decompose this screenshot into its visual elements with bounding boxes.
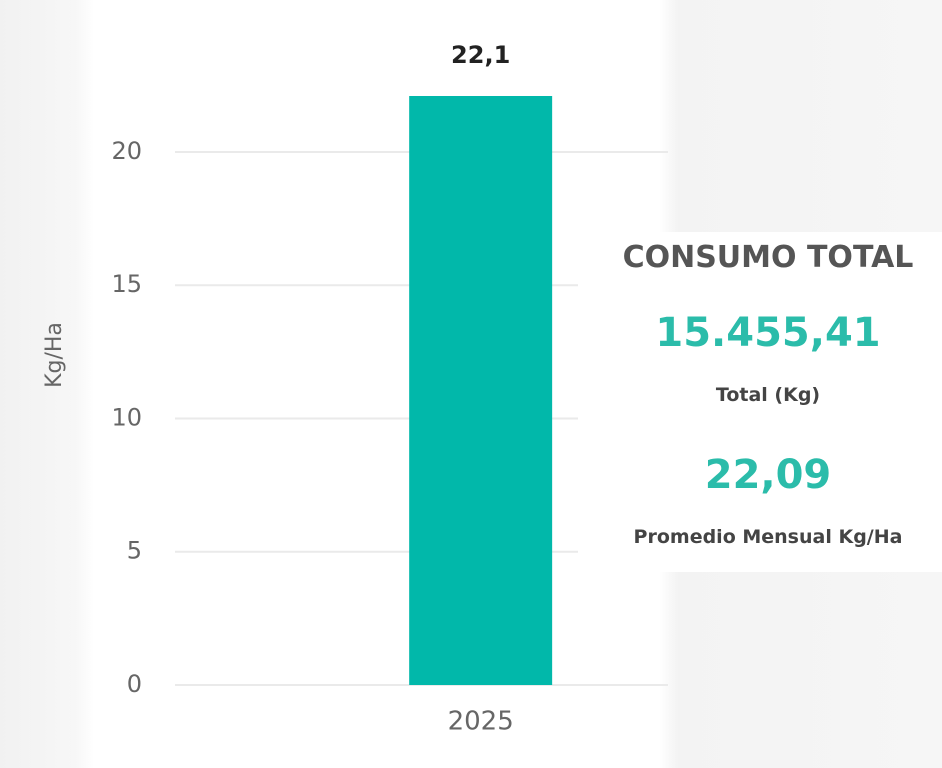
y-tick-label: 15: [111, 270, 142, 298]
kpi-value: 15.455,41: [655, 310, 881, 356]
data-label: 22,1: [451, 41, 510, 69]
x-tick-label: 2025: [448, 707, 514, 737]
kpi-label: Total (Kg): [715, 384, 821, 406]
kpi-value: 22,09: [704, 452, 832, 498]
y-axis-label: Kg/Ha: [42, 322, 67, 388]
kpi-card: CONSUMO TOTAL 15.455,41 Total (Kg) 22,09…: [578, 232, 942, 572]
y-tick-label: 20: [111, 137, 142, 165]
y-tick-label: 0: [127, 670, 142, 698]
bar: [409, 96, 553, 685]
kpi-label: Promedio Mensual Kg/Ha: [633, 526, 903, 548]
y-tick-label: 5: [127, 537, 142, 565]
kpi-title: CONSUMO TOTAL: [622, 240, 914, 275]
y-tick-label: 10: [111, 403, 142, 431]
